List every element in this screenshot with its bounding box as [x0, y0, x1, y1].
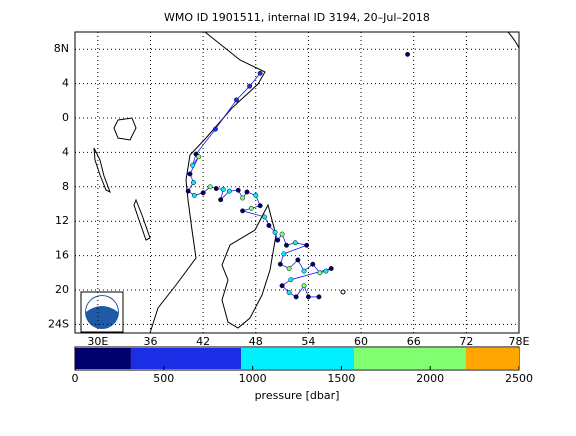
profile-point	[240, 208, 246, 214]
track-segment	[283, 244, 307, 255]
profile-point	[200, 190, 206, 196]
profile-point	[266, 223, 272, 228]
profile-point	[213, 186, 219, 191]
y-tick-label: 8	[62, 180, 69, 193]
profile-point	[187, 171, 193, 177]
colorbar-tick-label: 1500	[327, 372, 355, 385]
profile-point	[279, 231, 285, 237]
profile-point	[281, 251, 287, 257]
profile-point	[191, 192, 197, 198]
track-segment	[249, 73, 261, 87]
profile-point	[301, 268, 307, 274]
profile-point	[190, 162, 196, 168]
profile-point	[275, 237, 281, 243]
profile-point	[328, 266, 334, 271]
track-segment	[215, 99, 237, 130]
y-tick-label: 16	[55, 249, 69, 262]
coastline	[149, 31, 266, 334]
track-segment	[242, 210, 265, 218]
track-segment	[236, 85, 250, 101]
profile-point	[284, 242, 289, 248]
profile-point	[262, 214, 267, 220]
colorbar-tick-label: 2000	[416, 372, 444, 385]
profile-point	[220, 186, 226, 192]
y-tick-label: 12	[55, 214, 69, 227]
colorbar-segment	[354, 348, 466, 369]
y-tick-label: 0	[62, 111, 69, 124]
x-tick-label: 72	[459, 335, 473, 348]
colorbar-label: pressure [dbar]	[255, 389, 340, 402]
x-tick-label: 30E	[87, 335, 108, 348]
profile-point	[279, 283, 285, 289]
lake	[133, 198, 151, 241]
profile-point	[304, 242, 310, 248]
x-tick-label: 42	[196, 335, 210, 348]
profile-point	[185, 188, 191, 194]
chart-title: WMO ID 1901511, internal ID 3194, 20–Jul…	[164, 11, 430, 24]
profile-point	[295, 257, 301, 263]
profile-point	[253, 192, 259, 198]
profile-point	[310, 261, 316, 267]
profile-point	[234, 97, 239, 103]
profile-point	[235, 187, 241, 193]
colorbar-tick-label: 0	[72, 372, 79, 385]
y-tick-label: 4	[62, 77, 69, 90]
profile-point	[316, 294, 322, 300]
profile-point	[240, 195, 246, 201]
profile-point	[191, 180, 196, 185]
profile-point	[218, 197, 224, 203]
logo-wave	[86, 296, 118, 312]
lake	[93, 147, 111, 194]
profile-point	[405, 51, 411, 57]
colorbar-segment	[130, 348, 242, 369]
colorbar-segment	[241, 348, 355, 369]
x-tick-label: 60	[354, 335, 368, 348]
plot-frame	[74, 31, 520, 334]
profile-point	[286, 290, 292, 296]
profile-point	[323, 268, 329, 274]
island	[221, 203, 277, 329]
noaa-logo	[80, 291, 124, 333]
profile-point	[301, 283, 307, 289]
colorbar-segment	[465, 348, 519, 369]
profile-point	[244, 189, 250, 195]
profile-point	[212, 126, 218, 132]
profile-point	[288, 277, 294, 283]
profile-point	[293, 294, 299, 300]
y-tick-label: 24S	[48, 317, 69, 330]
profile-point	[286, 266, 292, 271]
profile-point	[248, 205, 254, 211]
profile-point	[226, 188, 232, 194]
profile-point	[196, 154, 202, 160]
x-tick-label: 48	[249, 335, 263, 348]
coastline	[507, 31, 520, 49]
profile-point	[207, 184, 213, 190]
profile-point	[257, 203, 263, 209]
profile-point	[305, 294, 311, 300]
profile-point	[272, 229, 278, 235]
y-tick-label: 8N	[54, 42, 69, 55]
colorbar-tick-label: 2500	[505, 372, 533, 385]
x-tick-label: 54	[301, 335, 315, 348]
coastlines	[93, 31, 520, 334]
colorbar-segment	[75, 348, 131, 369]
x-tick-label: 78E	[509, 335, 530, 348]
y-tick-label: 4	[62, 145, 69, 158]
profile-point	[292, 240, 298, 246]
colorbar-tick-label: 1000	[239, 372, 267, 385]
profile-point	[317, 270, 323, 276]
colorbar-tick-label: 500	[153, 372, 174, 385]
profile-point	[277, 261, 283, 267]
track-segment	[195, 128, 216, 155]
profile-point	[247, 83, 253, 89]
profile-point	[257, 70, 263, 76]
y-tick-label: 20	[55, 283, 69, 296]
x-tick-label: 36	[143, 335, 157, 348]
x-tick-label: 66	[407, 335, 421, 348]
